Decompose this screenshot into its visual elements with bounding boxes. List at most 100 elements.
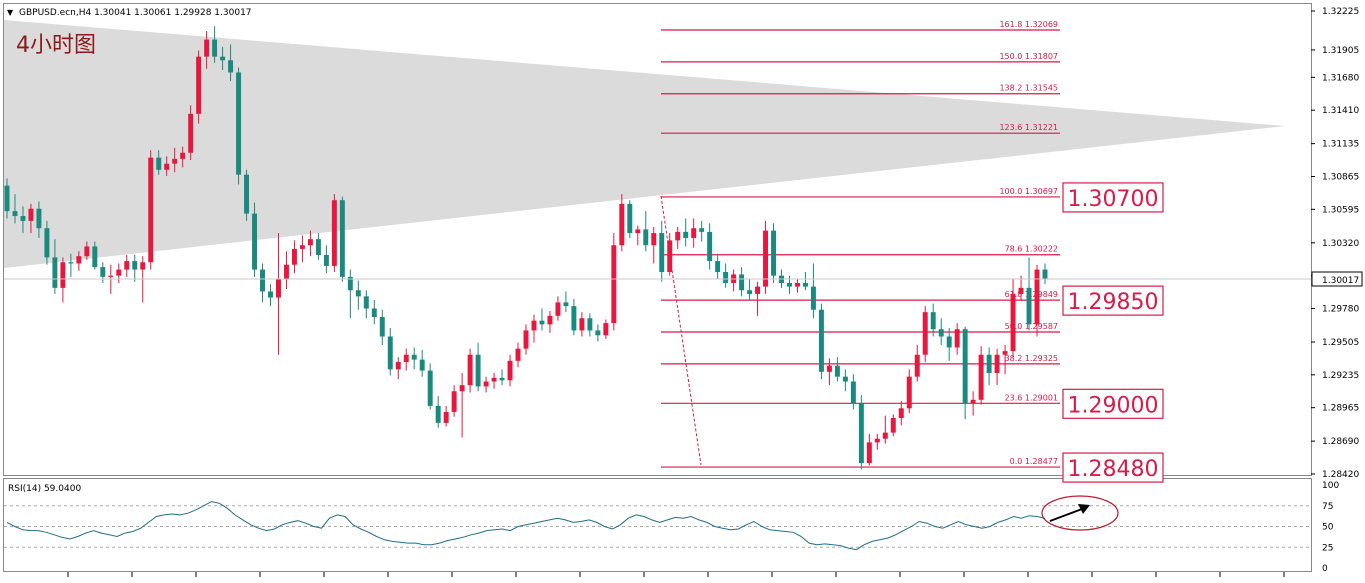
candle-body: [946, 336, 952, 348]
candle-body: [611, 245, 617, 324]
candle-body: [228, 60, 234, 73]
candle-body: [68, 262, 74, 264]
candle-body: [299, 245, 305, 249]
candle-body: [339, 200, 345, 277]
candle-body: [475, 354, 481, 387]
fibonacci-levels: 161.8 1.32069 150.0 1.31807 138.2 1.31545 1…: [661, 20, 1060, 468]
candle-body: [108, 275, 114, 277]
candle-body: [787, 282, 792, 287]
candle-body: [36, 208, 42, 229]
rsi-axis-label: 75: [1322, 502, 1333, 512]
chart-dropdown-icon[interactable]: ▼: [7, 8, 14, 17]
price-axis-label: 1.29235: [1322, 371, 1359, 381]
candle-body: [451, 391, 457, 412]
candle-body: [1042, 269, 1048, 280]
candle-body: [244, 174, 250, 214]
fib-anchor-line: [660, 195, 702, 466]
candle-body: [970, 399, 976, 404]
price-axis-label: 1.30865: [1322, 172, 1359, 182]
fib-level-label: 161.8 1.32069: [999, 20, 1058, 29]
candle-body: [283, 264, 289, 280]
candle-body: [842, 376, 848, 382]
candle-body: [715, 261, 721, 273]
candle-body: [12, 211, 18, 217]
candle-body: [188, 113, 194, 153]
candle-body: [403, 354, 409, 363]
candle-body: [818, 309, 824, 372]
time-axis-ticks: [67, 572, 1285, 577]
candle-body: [363, 296, 369, 309]
price-axis: 1.32225 1.31905 1.31680 1.31410 1.31135 1.308…: [1311, 7, 1359, 480]
candle-body: [747, 290, 753, 294]
candlesticks: [4, 26, 1048, 470]
candle-body: [539, 320, 545, 325]
candle-body: [483, 381, 489, 387]
candle-body: [962, 329, 968, 404]
fib-level-label: 38.2 1.29325: [1005, 354, 1058, 363]
candle-body: [132, 261, 138, 270]
candle-body: [124, 261, 130, 270]
candle-body: [252, 213, 257, 270]
candle-body: [866, 442, 872, 464]
candle-body: [739, 274, 745, 291]
candle-body: [954, 329, 960, 348]
candle-body: [635, 229, 641, 234]
candle-body: [44, 228, 50, 258]
candle-body: [858, 403, 864, 464]
candle-body: [323, 254, 329, 266]
timeframe-label: 4小时图: [16, 33, 96, 58]
candle-body: [419, 359, 425, 371]
candle-body: [1010, 293, 1016, 352]
candle-body: [427, 370, 433, 406]
fib-level-label: 23.6 1.29001: [1005, 393, 1058, 402]
candle-body: [499, 377, 505, 381]
candle-body: [180, 152, 186, 159]
candle-body: [28, 208, 34, 221]
price-axis-label: 1.28965: [1322, 404, 1359, 414]
candle-body: [978, 354, 984, 400]
candle-body: [834, 365, 840, 377]
candle-body: [723, 272, 729, 283]
price-axis-label: 1.30595: [1322, 205, 1359, 215]
candle-body: [898, 408, 904, 419]
candle-body: [307, 239, 313, 246]
candle-body: [331, 200, 337, 266]
rsi-axis-label: 25: [1322, 543, 1333, 553]
current-price-label: 1.30017: [1322, 276, 1359, 286]
rsi-levels: [4, 505, 1311, 548]
price-callout-box: [1062, 285, 1164, 316]
triangle-pattern: [4, 20, 1285, 268]
price-callout-text: 1.28480: [1068, 457, 1159, 482]
candle-body: [906, 376, 912, 409]
price-axis-label: 1.28420: [1322, 470, 1359, 480]
rsi-label: RSI(14) 59.0400: [8, 484, 81, 494]
price-axis-label: 1.31905: [1322, 46, 1359, 56]
price-callout-text: 1.29850: [1068, 290, 1159, 315]
candle-body: [595, 330, 601, 336]
price-axis-label: 1.32225: [1322, 7, 1359, 17]
rsi-axis-label: 100: [1322, 481, 1339, 491]
price-callout-box: [1062, 452, 1164, 483]
candle-body: [435, 405, 441, 423]
candle-body: [387, 336, 393, 370]
candle-body: [643, 229, 649, 246]
price-axis-label: 1.30320: [1322, 239, 1359, 249]
candle-body: [571, 306, 577, 331]
candle-body: [587, 318, 593, 331]
candle-body: [379, 317, 385, 337]
candle-body: [922, 312, 928, 355]
candle-body: [196, 56, 202, 114]
candle-body: [467, 354, 473, 386]
rsi-axis-label: 0: [1322, 564, 1328, 574]
candle-body: [603, 323, 609, 336]
candle-body: [755, 286, 761, 294]
candle-body: [938, 329, 944, 337]
candle-body: [20, 216, 26, 221]
price-axis-label: 1.31410: [1322, 106, 1359, 116]
candle-body: [763, 230, 769, 287]
candle-body: [116, 269, 122, 276]
candle-body: [204, 39, 210, 57]
candle-body: [1034, 269, 1040, 325]
rsi-line: [6, 501, 1046, 551]
price-axis-label: 1.29505: [1322, 338, 1359, 348]
